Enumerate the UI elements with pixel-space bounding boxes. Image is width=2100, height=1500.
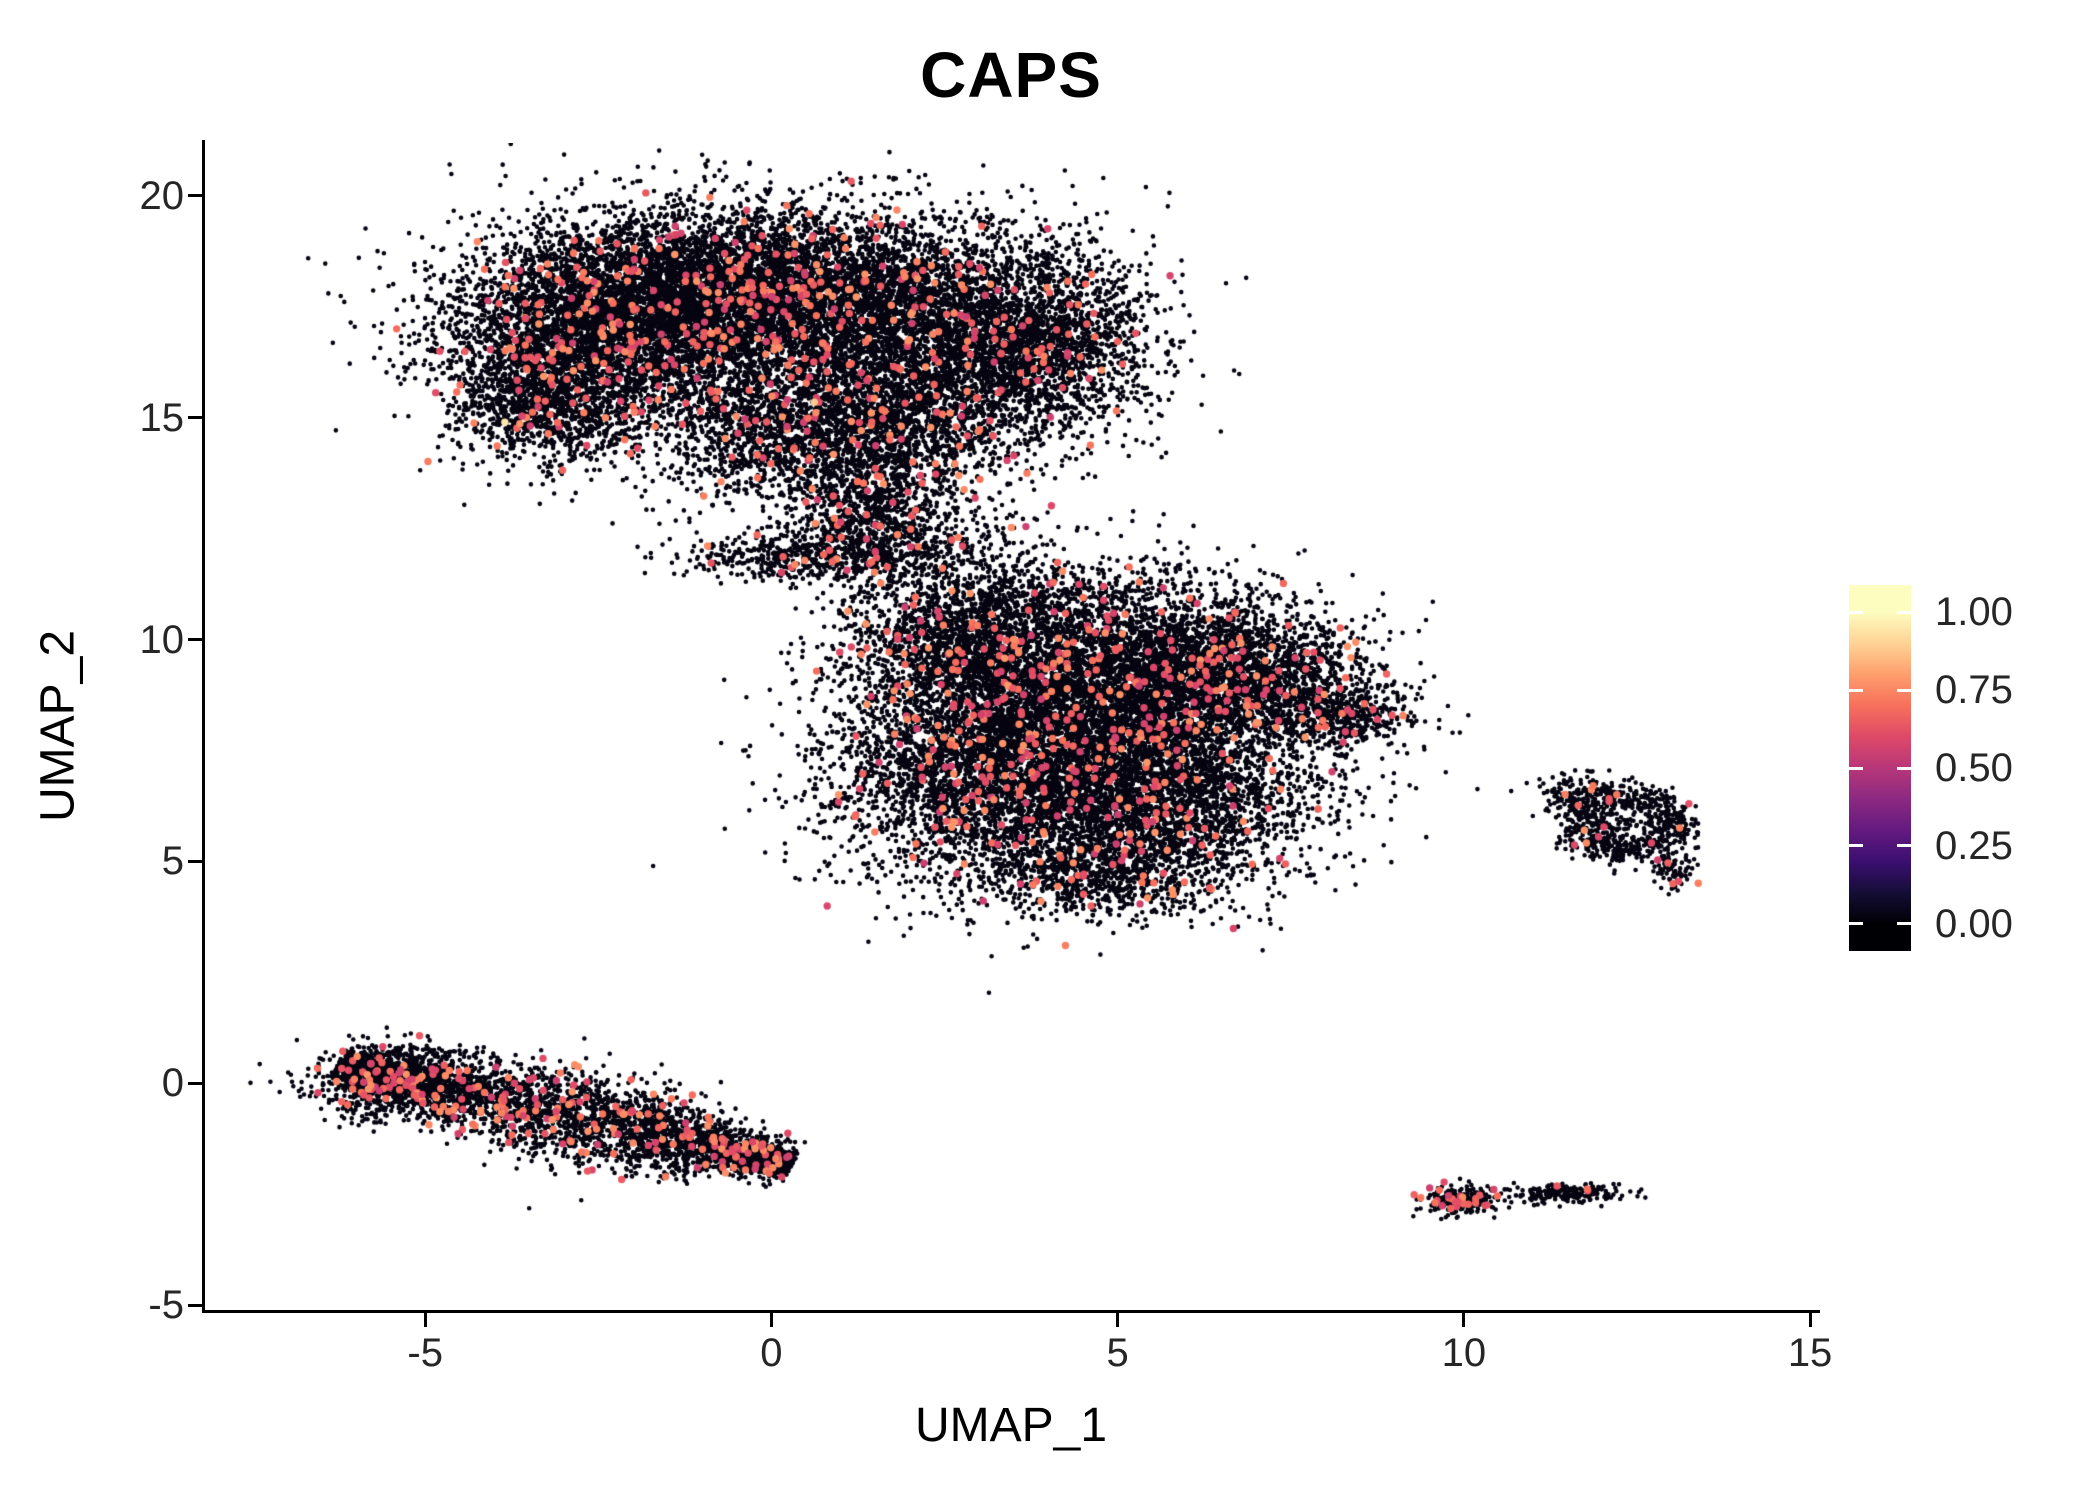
chart-title: CAPS: [920, 39, 1102, 111]
x-tick-mark: [769, 1313, 773, 1327]
y-tick-label: 15: [139, 395, 185, 440]
y-tick-mark: [188, 194, 202, 198]
y-tick-label: -5: [148, 1283, 184, 1328]
colorbar-tick-label: 0.00: [1935, 901, 2013, 946]
x-tick-label: 0: [760, 1331, 783, 1375]
colorbar-tick-label: 1.00: [1935, 590, 2013, 635]
x-tick-label: 10: [1441, 1331, 1487, 1375]
x-axis-label: UMAP_1: [914, 1399, 1108, 1452]
colorbar-tick-mark: [1849, 922, 1863, 926]
y-tick-label: 5: [161, 839, 184, 884]
y-tick-label: 10: [139, 617, 185, 662]
colorbar-tick-label: 0.75: [1935, 668, 2013, 713]
colorbar-tick-mark: [1897, 844, 1911, 848]
y-tick-mark: [188, 1303, 202, 1307]
colorbar-tick-mark: [1897, 688, 1911, 692]
x-tick-label: 15: [1787, 1331, 1833, 1375]
colorbar-tick-mark: [1849, 766, 1863, 770]
x-tick-mark: [1808, 1313, 1812, 1327]
colorbar-tick-mark: [1897, 766, 1911, 770]
x-axis-line: [202, 1310, 1820, 1313]
y-tick-mark: [188, 859, 202, 863]
x-tick-label: 5: [1106, 1331, 1129, 1375]
x-tick-label: -5: [407, 1331, 443, 1375]
y-tick-label: 20: [139, 173, 185, 218]
colorbar-tick-mark: [1849, 610, 1863, 614]
plot-area: [205, 143, 1817, 1310]
colorbar-tick-mark: [1897, 610, 1911, 614]
y-tick-label: 0: [161, 1061, 184, 1106]
x-tick-mark: [423, 1313, 427, 1327]
y-tick-mark: [188, 1081, 202, 1085]
colorbar-tick-mark: [1849, 844, 1863, 848]
y-tick-mark: [188, 416, 202, 420]
x-tick-mark: [1116, 1313, 1120, 1327]
colorbar-tick-mark: [1897, 922, 1911, 926]
scatter-canvas: [205, 143, 1817, 1310]
colorbar-tick-label: 0.50: [1935, 746, 2013, 790]
x-tick-mark: [1462, 1313, 1466, 1327]
colorbar-tick-label: 0.25: [1935, 823, 2013, 868]
y-axis-line: [202, 140, 205, 1313]
y-tick-mark: [188, 638, 202, 642]
colorbar-tick-mark: [1849, 688, 1863, 692]
